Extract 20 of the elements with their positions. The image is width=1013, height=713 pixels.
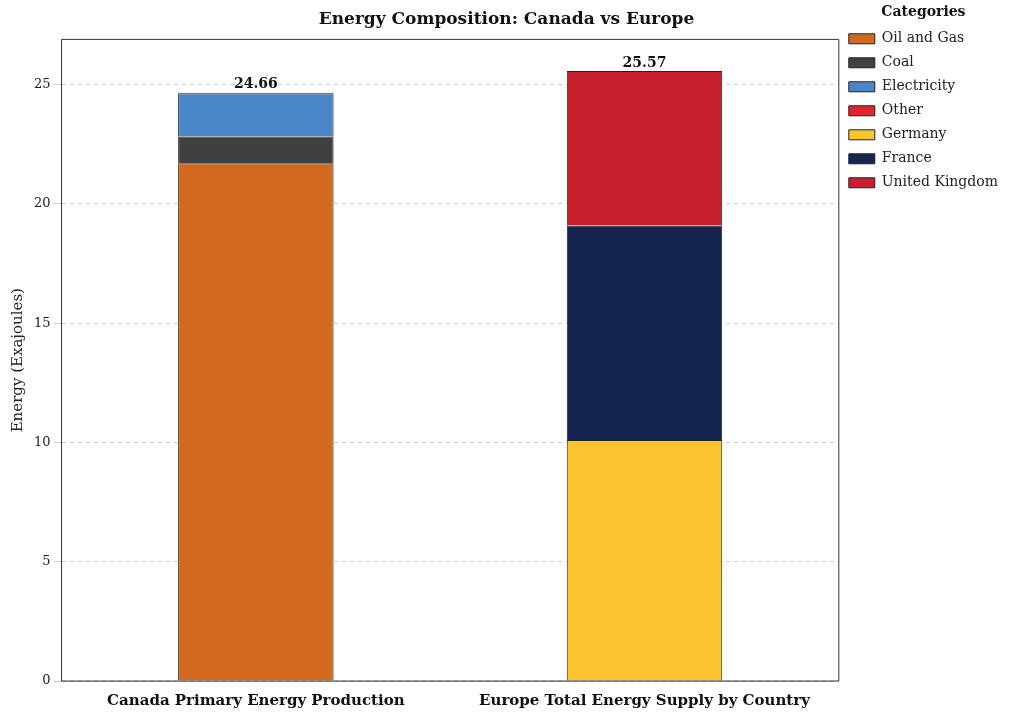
- legend-label: United Kingdom: [881, 173, 999, 190]
- legend-label: Electricity: [881, 77, 956, 94]
- total-label: 25.57: [622, 53, 667, 70]
- legend-title: Categories: [881, 2, 966, 19]
- chart-title: Energy Composition: Canada vs Europe: [318, 7, 695, 28]
- y-axis-title: Energy (Exajoules): [7, 288, 26, 433]
- legend-label: Coal: [881, 53, 915, 70]
- y-tick-label: 5: [42, 553, 51, 569]
- x-tick-label: Europe Total Energy Supply by Country: [479, 690, 812, 709]
- y-tick-label: 15: [34, 314, 51, 330]
- legend-label: Other: [881, 101, 924, 118]
- y-tick-label: 25: [34, 76, 51, 92]
- legend-label: France: [881, 149, 932, 166]
- legend-label: Oil and Gas: [881, 29, 965, 46]
- y-tick-label: 0: [42, 672, 51, 688]
- y-tick-label: 10: [34, 433, 51, 449]
- legend-label: Germany: [881, 125, 947, 142]
- y-tick-label: 20: [34, 195, 51, 211]
- total-label: 24.66: [233, 75, 278, 92]
- x-tick-label: Canada Primary Energy Production: [107, 690, 405, 709]
